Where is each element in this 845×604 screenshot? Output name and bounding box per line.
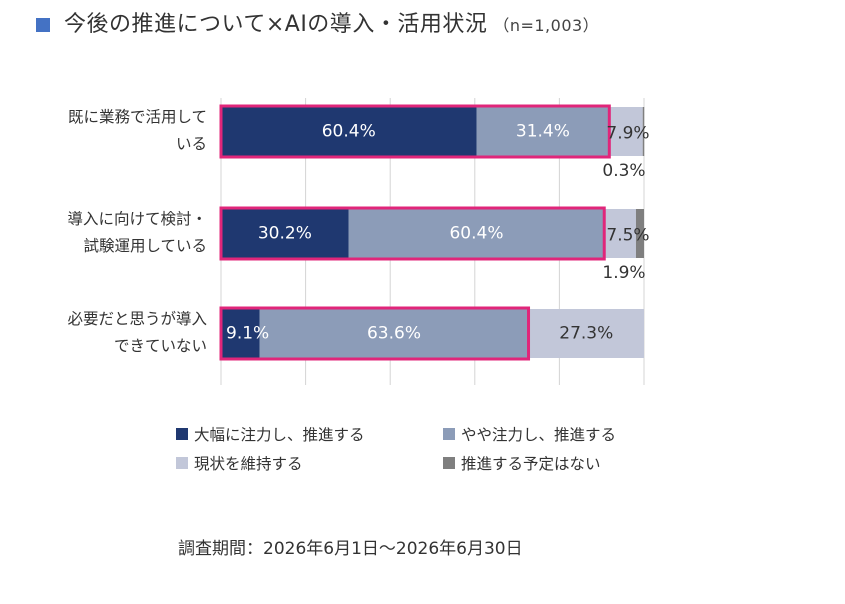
category-label: 導入に向けて検討・ 試験運用している (67, 210, 207, 255)
chart-sample-size: （n=1,003） (493, 16, 600, 35)
bar-segment (642, 107, 645, 156)
legend-item: 推進する予定はない (443, 452, 601, 474)
chart-title-main: 今後の推進について×AIの導入・活用状況 (64, 12, 488, 37)
data-label: 1.9% (602, 263, 645, 283)
legend-swatch (443, 457, 455, 469)
data-label: 27.3% (559, 324, 613, 344)
data-label: 30.2% (258, 224, 312, 244)
bar-segment (348, 209, 605, 258)
data-label: 9.1% (226, 324, 269, 344)
highlight-box (219, 306, 531, 361)
category-label: 必要だと思うが導入 できていない (67, 310, 207, 355)
survey-period: 調査期間：2026年6月1日～2026年6月30日 (178, 539, 523, 559)
data-label: 60.4% (322, 122, 376, 142)
chart-title: 今後の推進について×AIの導入・活用状況 （n=1,003） (64, 8, 599, 43)
legend-swatch (176, 428, 188, 440)
bar-segment (221, 309, 260, 358)
bar-segment (635, 209, 644, 258)
data-label: 0.3% (602, 161, 645, 181)
data-label: 60.4% (449, 224, 503, 244)
bar-segment (259, 309, 529, 358)
bar-segment (221, 107, 477, 156)
legend-item: 大幅に注力し、推進する (176, 423, 365, 445)
legend-label: やや注力し、推進する (461, 426, 617, 444)
legend-swatch (443, 428, 455, 440)
legend-item: 現状を維持する (176, 452, 303, 474)
legend-label: 推進する予定はない (461, 455, 601, 473)
highlight-box (219, 104, 611, 159)
bar-segment (609, 107, 643, 156)
legend-label: 大幅に注力し、推進する (194, 426, 365, 444)
legend-label: 現状を維持する (194, 455, 303, 473)
legend-swatch (176, 457, 188, 469)
category-label: 既に業務で活用して いる (67, 108, 207, 153)
bar-segment (221, 209, 349, 258)
bar-segment (604, 209, 636, 258)
bar-segment (476, 107, 610, 156)
title-marker (36, 18, 50, 32)
data-label: 7.9% (606, 124, 649, 144)
highlight-box (219, 206, 606, 261)
data-label: 7.5% (606, 226, 649, 246)
data-label: 31.4% (516, 122, 570, 142)
legend-item: やや注力し、推進する (443, 423, 616, 445)
bar-segment (528, 309, 644, 358)
data-label: 63.6% (367, 324, 421, 344)
